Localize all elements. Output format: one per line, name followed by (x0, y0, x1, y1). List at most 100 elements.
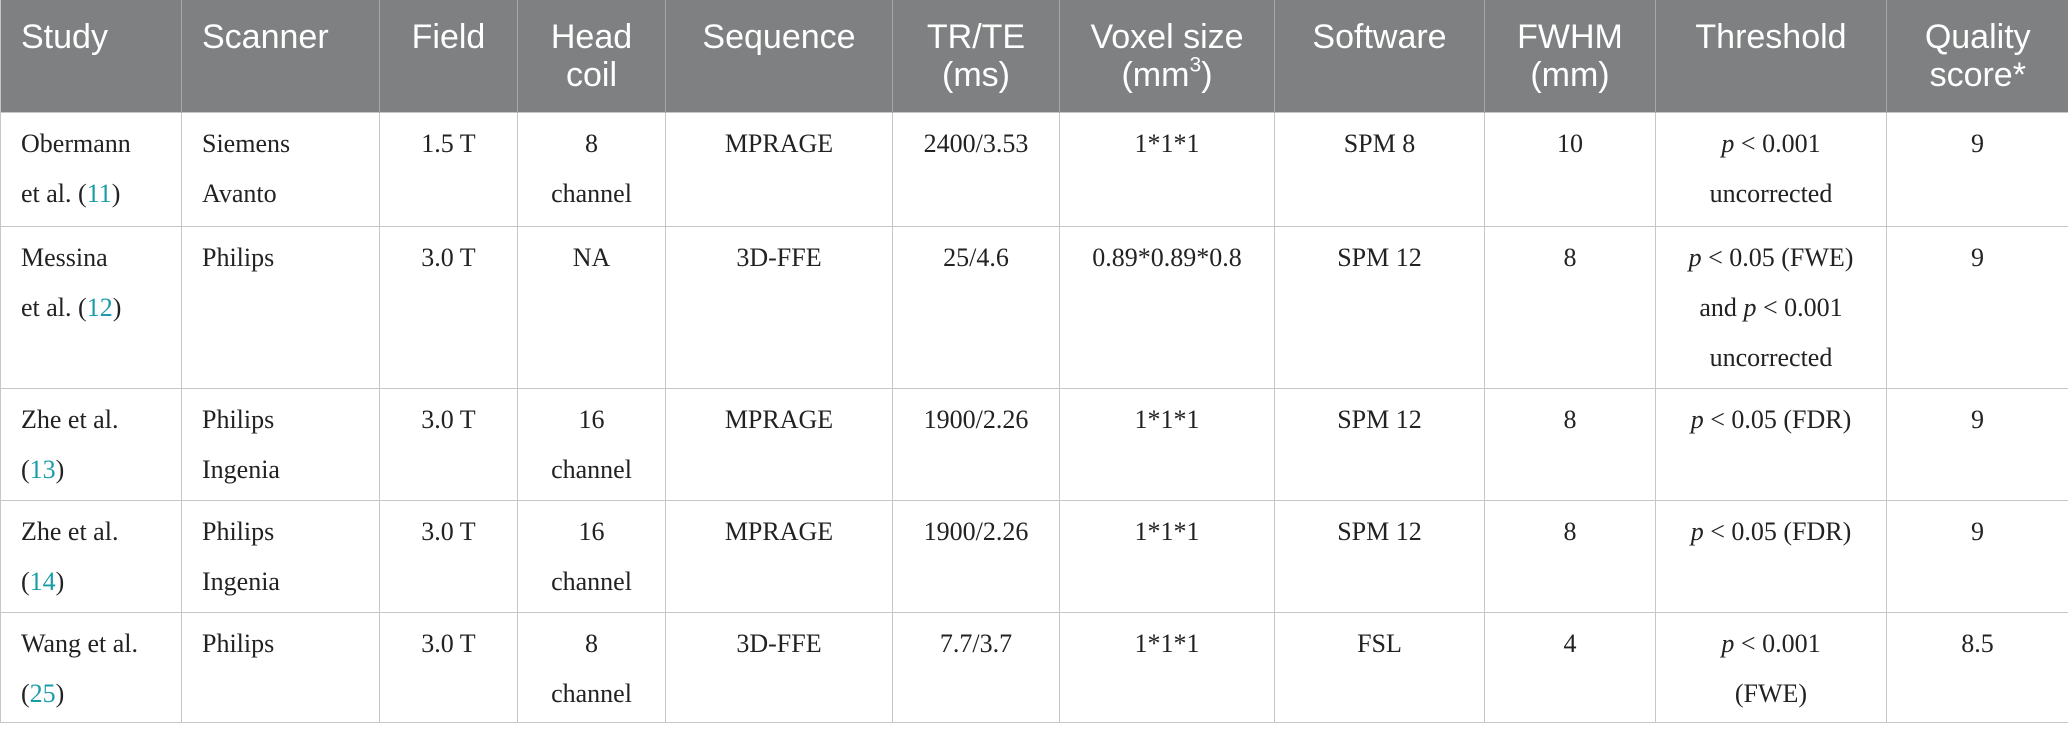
table-cell: Zhe et al. (14) (0, 499, 182, 613)
text: Software (1312, 18, 1447, 56)
text: 16 (578, 404, 605, 434)
text: TR/TE (926, 18, 1026, 56)
text: 3.0 T (421, 404, 476, 434)
table-cell: 3.0 T (379, 611, 518, 723)
table-cell: 1900/2.26 (892, 387, 1060, 501)
cell-line: Field (400, 18, 497, 56)
text: ) (55, 566, 65, 596)
text: 3.0 T (421, 516, 476, 546)
table-cell: 0.89*0.89*0.8 (1059, 225, 1275, 389)
text: channel (551, 678, 632, 708)
text: 2400/3.53 (923, 128, 1029, 158)
table-cell: 9 (1886, 499, 2068, 613)
cell-line: channel (538, 169, 645, 219)
text: et al. ( (21, 292, 87, 322)
header-cell: Head coil (517, 0, 666, 112)
cell-line: score* (1907, 56, 2049, 94)
cell-line: 9 (1907, 233, 2048, 283)
text: < 0.05 (FDR) (1703, 516, 1852, 546)
italic-text: p (1690, 516, 1704, 546)
table-cell: 3.0 T (379, 387, 518, 501)
cell-line: Wang et al. (21, 619, 161, 669)
text: MPRAGE (724, 404, 834, 434)
cell-line: et al. (11) (21, 169, 161, 219)
text: Messina (21, 242, 108, 272)
cell-line: NA (538, 233, 645, 283)
table-cell: 8 channel (517, 111, 666, 227)
text: uncorrected (1709, 178, 1833, 208)
cell-line: (14) (21, 557, 161, 607)
text: SPM 12 (1337, 242, 1422, 272)
text: < 0.05 (FDR) (1703, 404, 1852, 434)
text: 1900/2.26 (923, 516, 1029, 546)
cell-line: uncorrected (1676, 333, 1866, 383)
header-cell: Threshold (1655, 0, 1887, 112)
table-cell: p < 0.001 uncorrected (1655, 111, 1887, 227)
cell-line: channel (538, 445, 645, 495)
table-cell: p < 0.05 (FDR) (1655, 499, 1887, 613)
cell-line: Scanner (202, 18, 359, 56)
text: ) (55, 678, 65, 708)
text: Ingenia (202, 566, 280, 596)
table-cell: 1*1*1 (1059, 611, 1275, 723)
table-cell: 25/4.6 (892, 225, 1060, 389)
text: Scanner (202, 18, 329, 56)
superscript: 3 (1189, 53, 1202, 77)
table-cell: 9 (1886, 387, 2068, 501)
table-cell: 1*1*1 (1059, 387, 1275, 501)
text: Threshold (1695, 18, 1847, 56)
cell-line: Siemens (202, 119, 359, 169)
text: (mm) (1530, 56, 1610, 94)
table-cell: MPRAGE (665, 499, 893, 613)
table-cell: Philips (181, 225, 380, 389)
cell-line: coil (538, 56, 645, 94)
cell-line: (ms) (913, 56, 1039, 94)
italic-text: p (1690, 404, 1704, 434)
header-cell: FWHM (mm) (1484, 0, 1656, 112)
cell-line: (13) (21, 445, 161, 495)
cell-line: 3.0 T (400, 395, 497, 445)
text: Avanto (202, 178, 277, 208)
text: NA (572, 242, 611, 272)
table-cell: MPRAGE (665, 111, 893, 227)
table-cell: SPM 12 (1274, 387, 1485, 501)
cell-line: 1.5 T (400, 119, 497, 169)
header-cell: Quality score* (1886, 0, 2068, 112)
text: ( (21, 566, 30, 596)
text: 9 (1971, 404, 1984, 434)
table-cell: 8 (1484, 225, 1656, 389)
text: score* (1929, 56, 2026, 94)
header-cell: Study (0, 0, 182, 112)
cell-line: p < 0.001 (1676, 119, 1866, 169)
text: 3.0 T (421, 242, 476, 272)
text: FWHM (1517, 18, 1623, 56)
cell-line: FWHM (1505, 18, 1635, 56)
text: 9 (1971, 128, 1984, 158)
cell-line: (mm3) (1080, 53, 1254, 94)
text: Study (21, 18, 108, 56)
cell-line: 8.5 (1907, 619, 2048, 669)
text: Sequence (702, 18, 856, 56)
header-cell: Scanner (181, 0, 380, 112)
table-cell: 3.0 T (379, 225, 518, 389)
cell-line: Zhe et al. (21, 395, 161, 445)
cell-line: 2400/3.53 (913, 119, 1039, 169)
table-row: Zhe et al. (14) Philips Ingenia 3.0 T 16 chann… (0, 499, 2068, 613)
text: et al. ( (21, 178, 87, 208)
cell-line: 8 (538, 619, 645, 669)
text: Wang et al. (21, 628, 139, 658)
citation: 11 (86, 178, 112, 208)
cell-line: 16 (538, 507, 645, 557)
text: 10 (1557, 128, 1583, 158)
cell-line: Ingenia (202, 557, 359, 607)
table-cell: 8 (1484, 387, 1656, 501)
table-cell: 1900/2.26 (892, 499, 1060, 613)
table-row: Obermann et al. (11) Siemens Avanto 1.5 T 8 ch… (0, 111, 2068, 227)
text: ) (1201, 56, 1213, 94)
cell-line: 1*1*1 (1080, 507, 1254, 557)
table-cell: 3D-FFE (665, 225, 893, 389)
text: 3.0 T (421, 628, 476, 658)
table-cell: 8 (1484, 499, 1656, 613)
cell-line: 7.7/3.7 (913, 619, 1039, 669)
